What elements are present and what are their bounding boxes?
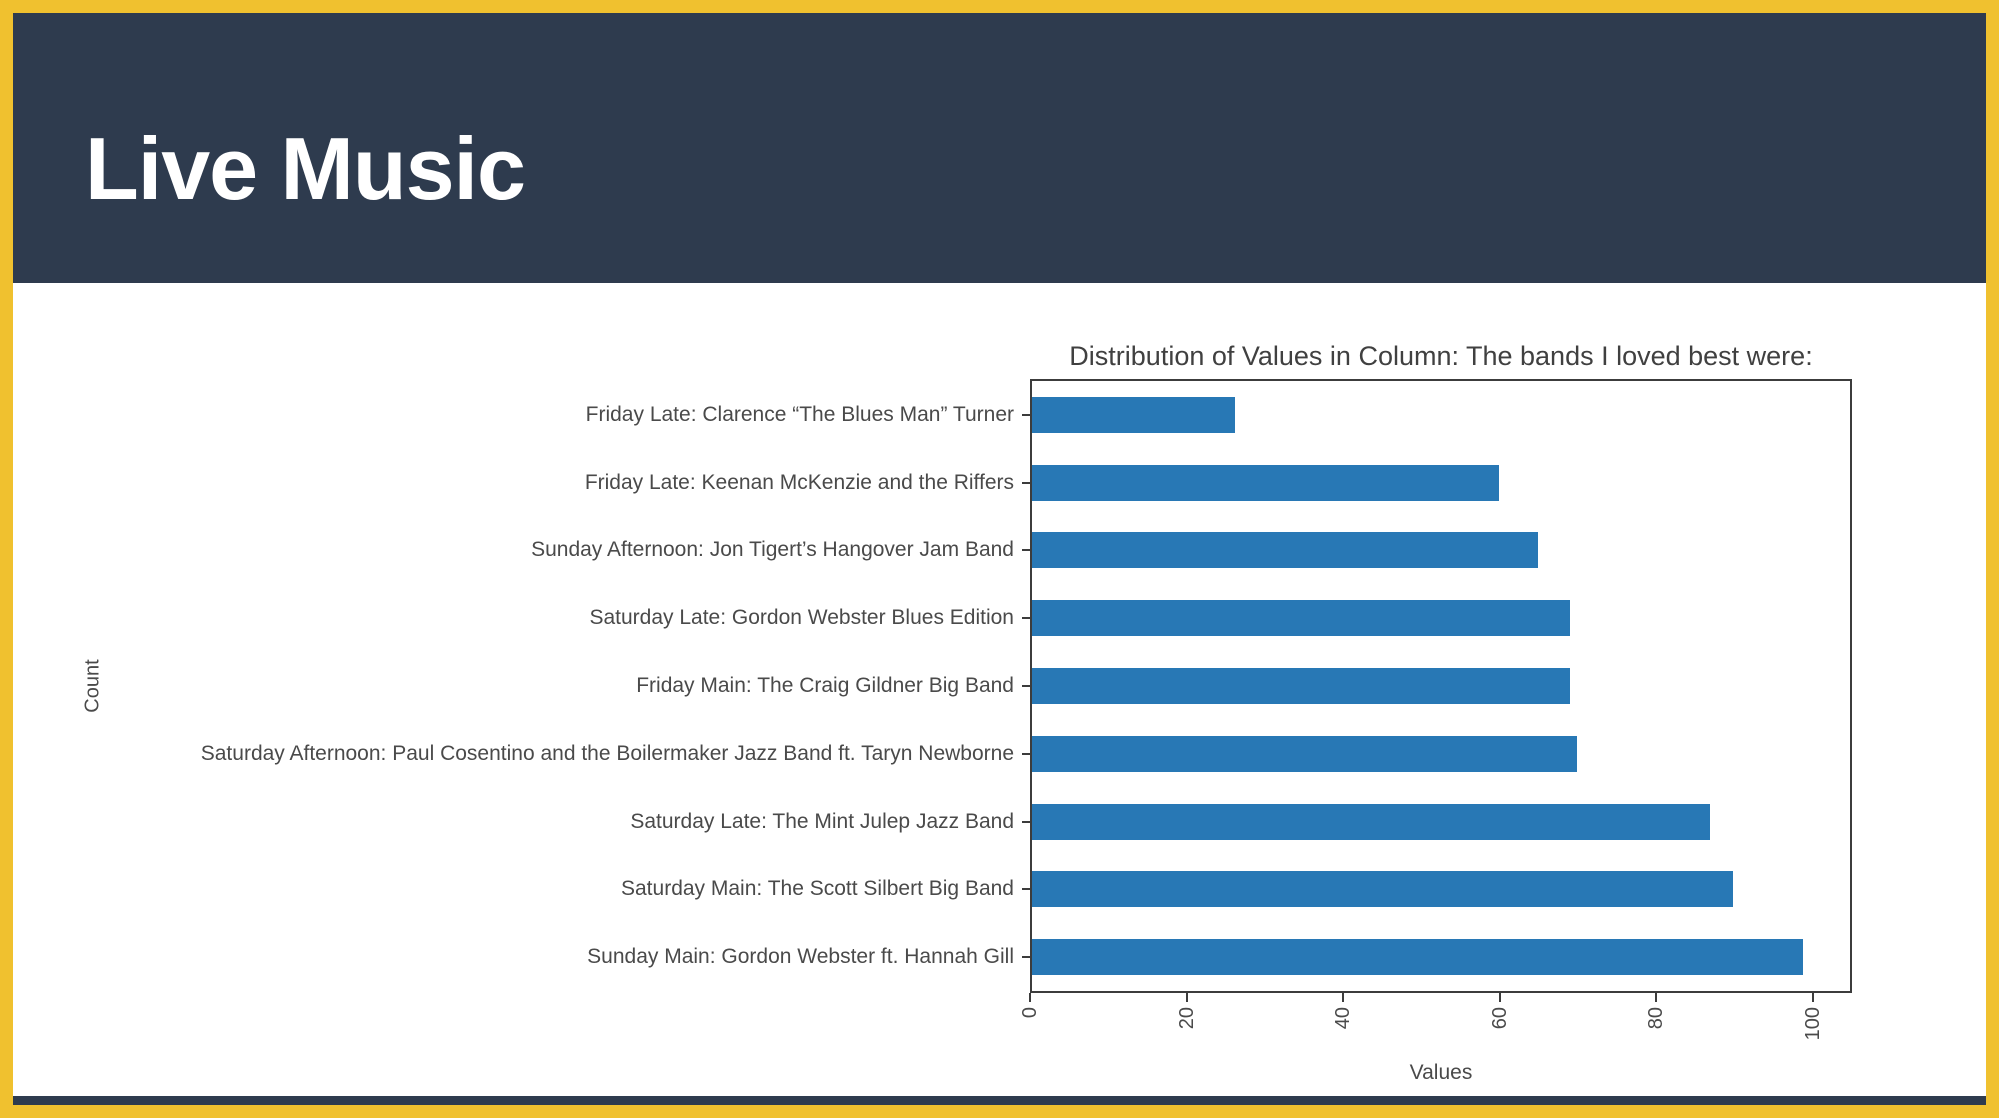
x-axis-ticks: 0 20 40 60 80 100: [1019, 993, 1852, 1073]
bar-row: Sunday Afternoon: Jon Tigert’s Hangover …: [531, 517, 1850, 585]
x-tick-mark: [1029, 993, 1031, 1002]
x-axis-label: Values: [1409, 1061, 1473, 1084]
y-tick-mark: [1022, 888, 1031, 891]
plot-area: Friday Late: Clarence “The Blues Man” Tu…: [201, 379, 1852, 993]
bar-row: Friday Late: Keenan McKenzie and the Rif…: [585, 449, 1850, 517]
bar: [1032, 464, 1500, 501]
category-label: Friday Main: The Craig Gildner Big Band: [636, 674, 1014, 698]
x-tick-mark: [1185, 993, 1188, 1002]
category-label: Saturday Main: The Scott Silbert Big Ban…: [621, 877, 1014, 901]
y-tick-mark: [1022, 956, 1031, 959]
bar-row: Saturday Afternoon: Paul Cosentino and t…: [201, 720, 1850, 788]
bar-row: Saturday Late: The Mint Julep Jazz Band: [630, 788, 1850, 856]
x-tick-label: 0: [1019, 1007, 1041, 1019]
x-tick-label: 20: [1175, 1007, 1198, 1030]
y-tick-mark: [1022, 481, 1031, 484]
page-title: Live Music: [85, 119, 526, 218]
bar: [1032, 600, 1570, 637]
y-tick-mark: [1022, 685, 1031, 688]
bar: [1032, 668, 1570, 705]
bar: [1032, 532, 1539, 569]
bar: [1032, 735, 1578, 772]
slide-header: Live Music: [13, 13, 1986, 283]
bar-row: Friday Main: The Craig Gildner Big Band: [636, 652, 1850, 720]
slide-body: Distribution of Values in Column: The ba…: [13, 283, 1986, 1105]
bar-row: Saturday Main: The Scott Silbert Big Ban…: [621, 855, 1850, 923]
x-tick-mark: [1655, 993, 1658, 1002]
bar: [1032, 396, 1235, 433]
category-label: Sunday Main: Gordon Webster ft. Hannah G…: [587, 945, 1014, 969]
x-tick-mark: [1342, 993, 1345, 1002]
x-tick-label: 100: [1801, 1007, 1824, 1041]
y-tick-mark: [1022, 820, 1031, 823]
x-tick-label: 80: [1645, 1007, 1668, 1030]
category-label: Saturday Late: Gordon Webster Blues Edit…: [589, 606, 1014, 630]
bar-row: Saturday Late: Gordon Webster Blues Edit…: [589, 584, 1850, 652]
bar-row: Sunday Main: Gordon Webster ft. Hannah G…: [587, 923, 1850, 991]
y-tick-mark: [1022, 617, 1031, 620]
category-label: Saturday Afternoon: Paul Cosentino and t…: [200, 741, 1014, 765]
y-axis-label: Count: [81, 659, 104, 713]
y-tick-mark: [1022, 549, 1031, 552]
category-label: Sunday Afternoon: Jon Tigert’s Hangover …: [531, 538, 1014, 562]
bar: [1032, 871, 1734, 908]
bar: [1032, 803, 1710, 840]
chart-title: Distribution of Values in Column: The ba…: [1069, 341, 1813, 371]
y-tick-mark: [1022, 413, 1031, 416]
x-tick-label: 60: [1488, 1007, 1511, 1030]
bar-row: Friday Late: Clarence “The Blues Man” Tu…: [586, 381, 1850, 449]
bar: [1032, 939, 1804, 976]
x-tick-mark: [1811, 993, 1814, 1002]
y-tick-mark: [1022, 752, 1031, 755]
footer-strip: [13, 1096, 1986, 1105]
category-label: Saturday Late: The Mint Julep Jazz Band: [630, 809, 1014, 833]
x-tick-label: 40: [1332, 1007, 1355, 1030]
category-label: Friday Late: Clarence “The Blues Man” Tu…: [585, 402, 1014, 426]
x-tick-mark: [1498, 993, 1501, 1002]
category-label: Friday Late: Keenan McKenzie and the Rif…: [584, 470, 1014, 494]
